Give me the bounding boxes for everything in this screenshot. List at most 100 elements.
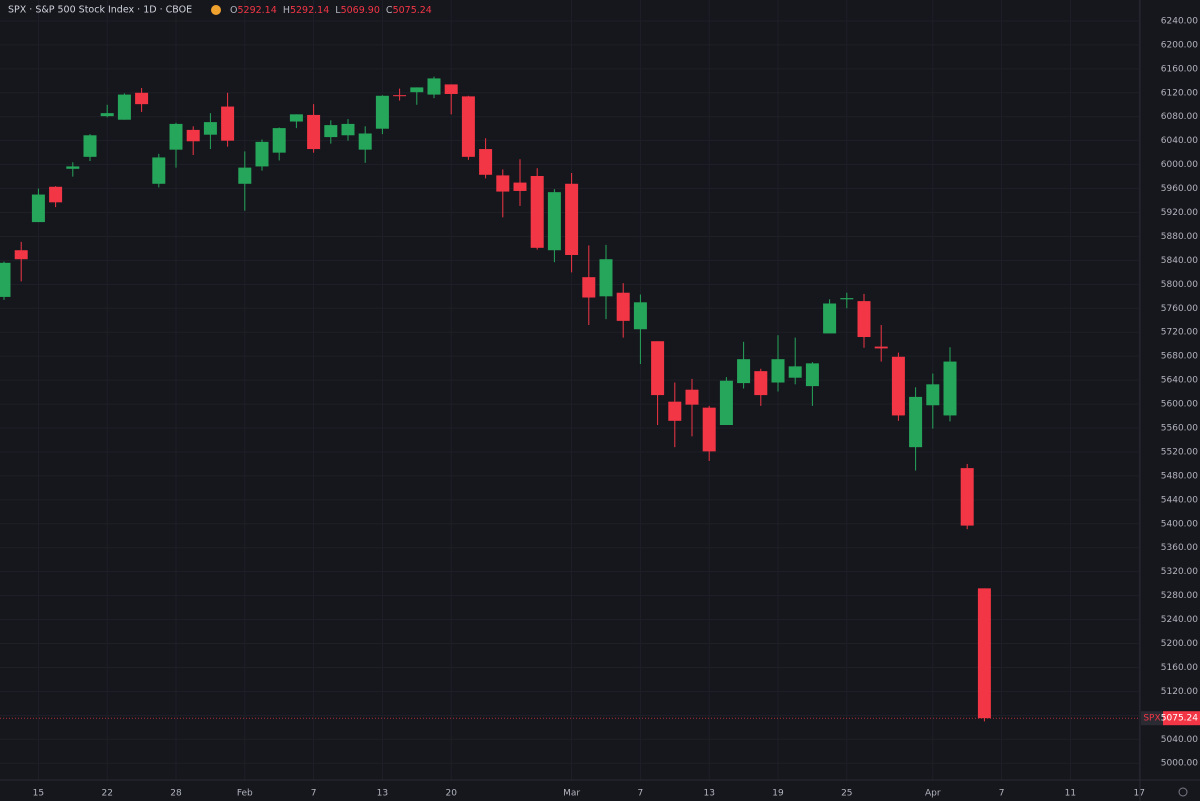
candle-body: [186, 129, 200, 142]
candle-body: [496, 175, 510, 192]
ohlc-value: 5075.24: [393, 5, 432, 16]
x-tick-label: 15: [33, 789, 44, 799]
candle-body: [582, 277, 596, 298]
candle-body: [410, 87, 424, 93]
candle-body: [513, 182, 527, 191]
price-tag-symbol: SPX: [1143, 714, 1160, 724]
candle-body: [857, 301, 871, 338]
price-tag-symbol-box: [1141, 711, 1163, 726]
x-tick-label: 17: [1133, 789, 1144, 799]
candle-body: [874, 346, 888, 349]
y-tick-label: 5800.00: [1161, 280, 1198, 290]
candle-body: [823, 303, 837, 334]
candle-body: [737, 359, 751, 384]
y-tick-label: 5200.00: [1161, 639, 1198, 649]
candle-body: [289, 114, 303, 122]
candle-body: [272, 128, 286, 153]
y-tick-label: 5840.00: [1161, 256, 1198, 266]
y-tick-label: 5120.00: [1161, 687, 1198, 697]
candle-body: [393, 95, 407, 97]
candle-body: [530, 175, 544, 248]
y-tick-label: 6080.00: [1161, 112, 1198, 122]
y-tick-label: 5360.00: [1161, 543, 1198, 553]
candle-body: [66, 166, 80, 169]
market-status-icon[interactable]: [211, 5, 221, 15]
ohlc-value: 5069.90: [341, 5, 380, 16]
candle-body: [83, 135, 97, 157]
y-tick-label: 5000.00: [1161, 759, 1198, 769]
candle-body: [633, 302, 647, 330]
x-tick-label: Feb: [237, 789, 253, 799]
price-tag-box: [1163, 711, 1200, 726]
candle-body: [341, 123, 355, 136]
candle-body: [169, 123, 183, 150]
candle-body: [960, 468, 974, 526]
y-tick-label: 5600.00: [1161, 400, 1198, 410]
candle-body: [255, 141, 269, 167]
candle-body: [14, 250, 28, 260]
ohlc-legend: O5292.14 H5292.14 L5069.90 C5075.24: [230, 5, 432, 16]
x-tick-label: 11: [1065, 789, 1076, 799]
price-tag-value: 5075.24: [1161, 714, 1198, 724]
x-tick-label: Mar: [563, 789, 580, 799]
candle-body: [977, 588, 991, 719]
y-tick-label: 5720.00: [1161, 328, 1198, 338]
candle-body: [358, 133, 372, 150]
candle-body: [307, 114, 321, 150]
candle-body: [0, 262, 11, 297]
candle-body: [49, 186, 63, 203]
candle-body: [461, 96, 475, 157]
candles: [0, 76, 991, 722]
y-tick-label: 5560.00: [1161, 424, 1198, 434]
candle-body: [100, 113, 114, 117]
candle-body: [651, 341, 665, 396]
y-tick-label: 5040.00: [1161, 735, 1198, 745]
candle-body: [221, 106, 235, 141]
candle-body: [31, 194, 45, 223]
candle-body: [547, 192, 561, 251]
y-tick-label: 6040.00: [1161, 136, 1198, 146]
x-tick-label: 28: [170, 789, 182, 799]
y-tick-label: 5880.00: [1161, 232, 1198, 242]
candle-body: [152, 157, 166, 184]
y-tick-label: 5920.00: [1161, 208, 1198, 218]
y-tick-label: 5400.00: [1161, 519, 1198, 529]
candle-body: [891, 356, 905, 416]
ohlc-label: O: [230, 5, 237, 16]
x-tick-label: Apr: [925, 789, 941, 799]
x-tick-label: 13: [703, 789, 714, 799]
y-tick-label: 5320.00: [1161, 567, 1198, 577]
y-tick-label: 5680.00: [1161, 352, 1198, 362]
candle-body: [771, 359, 785, 383]
y-tick-label: 6000.00: [1161, 160, 1198, 170]
y-tick-label: 5760.00: [1161, 304, 1198, 314]
ohlc-value: 5292.14: [290, 5, 329, 16]
candle-body: [565, 183, 579, 256]
y-tick-label: 6200.00: [1161, 40, 1198, 50]
candle-body: [599, 259, 613, 297]
chart-title: SPX · S&P 500 Stock Index · 1D · CBOE: [8, 5, 192, 16]
candle-body: [788, 366, 802, 378]
x-tick-label: 22: [101, 789, 112, 799]
candle-body: [926, 384, 940, 406]
x-tick-label: 19: [772, 789, 784, 799]
candle-body: [616, 292, 630, 321]
x-tick-label: 25: [841, 789, 852, 799]
x-tick-label: 20: [445, 789, 457, 799]
ohlc-label: H: [283, 5, 290, 16]
ohlc-label: L: [335, 5, 341, 16]
settings-icon[interactable]: [1178, 787, 1188, 797]
x-tick-label: 7: [999, 789, 1005, 799]
candle-body: [685, 389, 699, 405]
candle-body: [702, 407, 716, 452]
y-tick-label: 6120.00: [1161, 88, 1198, 98]
candle-body: [840, 298, 854, 300]
y-tick-label: 5640.00: [1161, 376, 1198, 386]
candle-body: [444, 84, 458, 94]
candle-body: [427, 78, 441, 95]
candle-body: [375, 95, 389, 129]
y-tick-label: 5280.00: [1161, 591, 1198, 601]
